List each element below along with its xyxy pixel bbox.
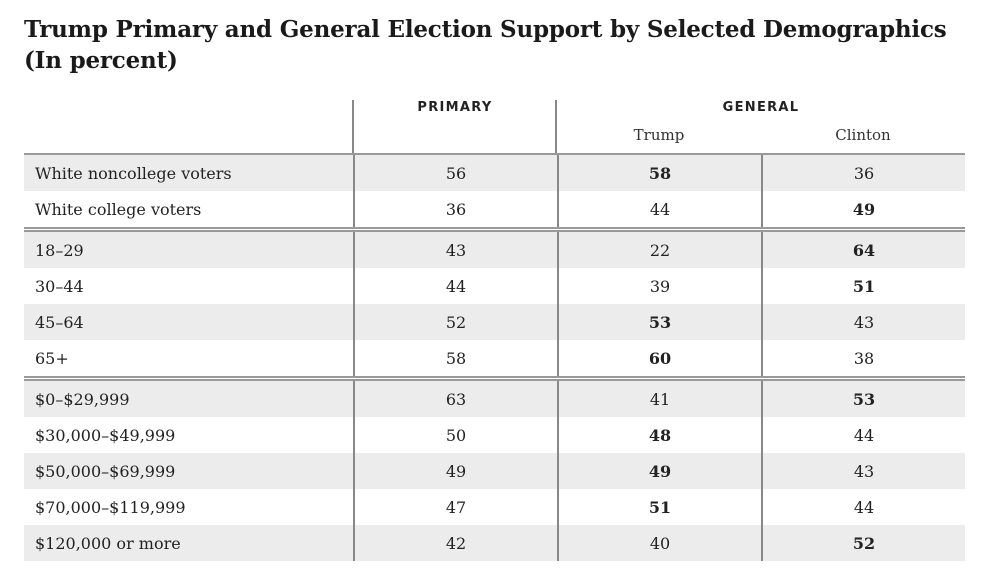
cell-trump: 44	[557, 191, 761, 227]
cell-clinton: 49	[761, 191, 965, 227]
group-separator	[24, 227, 965, 232]
title-line-2: (In percent)	[24, 47, 178, 74]
row-label: White college voters	[35, 199, 202, 219]
cell-primary: 42	[353, 525, 557, 561]
table-header: PRIMARY GENERAL Trump Clinton	[24, 100, 965, 153]
row-label: $30,000–$49,999	[35, 425, 176, 445]
cell-primary: 56	[353, 155, 557, 191]
table-row: White college voters 36 44 49	[24, 191, 965, 227]
cell-primary: 52	[353, 304, 557, 340]
row-label: $120,000 or more	[35, 533, 181, 553]
row-label: White noncollege voters	[35, 163, 232, 183]
row-label: 45–64	[35, 312, 84, 332]
cell-trump: 58	[557, 155, 761, 191]
row-label: 65+	[35, 348, 69, 368]
cell-trump: 40	[557, 525, 761, 561]
table-row: $30,000–$49,999 50 48 44	[24, 417, 965, 453]
cell-trump: 41	[557, 381, 761, 417]
table-row: White noncollege voters 56 58 36	[24, 155, 965, 191]
cell-trump: 53	[557, 304, 761, 340]
row-label: 18–29	[35, 240, 84, 260]
title-line-1: Trump Primary and General Election Suppo…	[24, 16, 947, 43]
data-table: PRIMARY GENERAL Trump Clinton White nonc…	[24, 100, 965, 561]
cell-clinton: 52	[761, 525, 965, 561]
page-title: Trump Primary and General Election Suppo…	[24, 14, 964, 76]
cell-primary: 58	[353, 340, 557, 376]
cell-clinton: 64	[761, 232, 965, 268]
cell-primary: 49	[353, 453, 557, 489]
cell-primary: 47	[353, 489, 557, 525]
row-label: $70,000–$119,999	[35, 497, 186, 517]
cell-clinton: 51	[761, 268, 965, 304]
cell-primary: 36	[353, 191, 557, 227]
cell-clinton: 43	[761, 453, 965, 489]
table-row: 65+ 58 60 38	[24, 340, 965, 376]
header-general: GENERAL	[722, 100, 800, 115]
header-primary: PRIMARY	[417, 100, 493, 115]
cell-trump: 51	[557, 489, 761, 525]
header-clinton: Clinton	[835, 126, 891, 144]
cell-trump: 39	[557, 268, 761, 304]
row-label: 30–44	[35, 276, 84, 296]
header-divider	[555, 100, 557, 153]
cell-clinton: 43	[761, 304, 965, 340]
cell-trump: 60	[557, 340, 761, 376]
header-divider	[352, 100, 354, 153]
table-row: $70,000–$119,999 47 51 44	[24, 489, 965, 525]
cell-primary: 44	[353, 268, 557, 304]
cell-clinton: 44	[761, 489, 965, 525]
cell-trump: 49	[557, 453, 761, 489]
row-label: $50,000–$69,999	[35, 461, 176, 481]
group-separator	[24, 376, 965, 381]
table-row: $50,000–$69,999 49 49 43	[24, 453, 965, 489]
cell-primary: 50	[353, 417, 557, 453]
cell-trump: 48	[557, 417, 761, 453]
table-row: $0–$29,999 63 41 53	[24, 381, 965, 417]
table-body: White noncollege voters 56 58 36 White colle…	[24, 153, 965, 561]
cell-clinton: 53	[761, 381, 965, 417]
cell-clinton: 44	[761, 417, 965, 453]
table-row: 18–29 43 22 64	[24, 232, 965, 268]
table-row: 30–44 44 39 51	[24, 268, 965, 304]
cell-primary: 63	[353, 381, 557, 417]
header-rule	[24, 153, 965, 155]
row-label: $0–$29,999	[35, 389, 130, 409]
cell-clinton: 38	[761, 340, 965, 376]
cell-clinton: 36	[761, 155, 965, 191]
table-row: 45–64 52 53 43	[24, 304, 965, 340]
cell-primary: 43	[353, 232, 557, 268]
cell-trump: 22	[557, 232, 761, 268]
table-row: $120,000 or more 42 40 52	[24, 525, 965, 561]
header-trump: Trump	[633, 126, 685, 144]
